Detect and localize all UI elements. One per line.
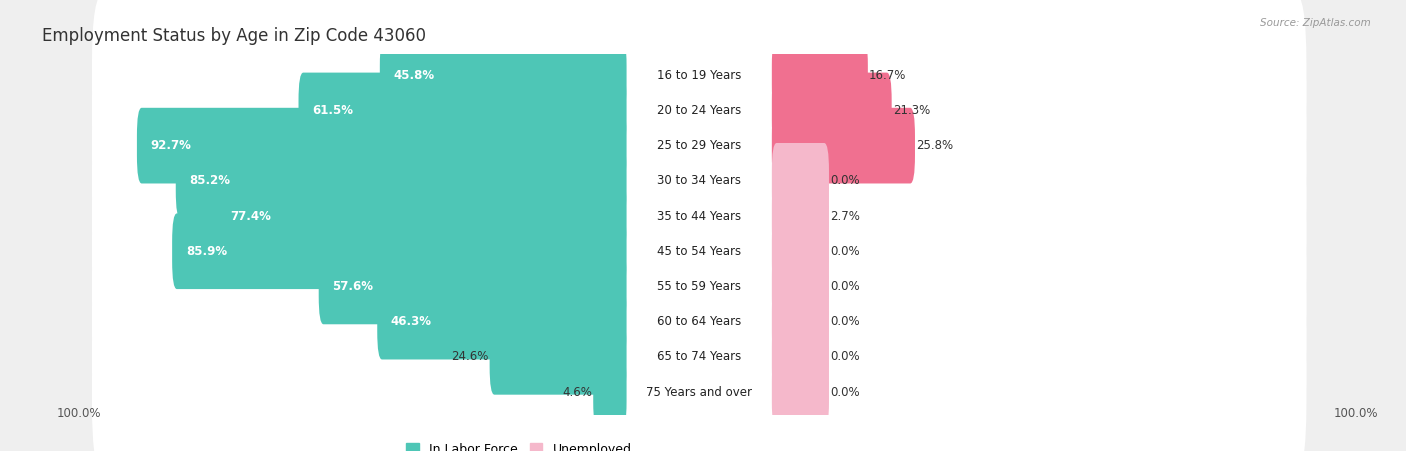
Text: 16.7%: 16.7%: [869, 69, 907, 82]
FancyBboxPatch shape: [91, 0, 1306, 157]
FancyBboxPatch shape: [91, 310, 1306, 451]
Text: 24.6%: 24.6%: [451, 350, 488, 364]
FancyBboxPatch shape: [772, 319, 830, 395]
Text: 61.5%: 61.5%: [312, 104, 353, 117]
FancyBboxPatch shape: [772, 354, 830, 430]
FancyBboxPatch shape: [91, 64, 1306, 228]
FancyBboxPatch shape: [377, 284, 627, 359]
FancyBboxPatch shape: [380, 37, 627, 113]
FancyBboxPatch shape: [172, 213, 627, 289]
FancyBboxPatch shape: [91, 204, 1306, 368]
Text: 100.0%: 100.0%: [1333, 407, 1378, 420]
Text: 30 to 34 Years: 30 to 34 Years: [657, 175, 741, 187]
Text: 45.8%: 45.8%: [394, 69, 434, 82]
Text: 0.0%: 0.0%: [830, 175, 860, 187]
FancyBboxPatch shape: [91, 239, 1306, 404]
FancyBboxPatch shape: [176, 143, 627, 219]
Legend: In Labor Force, Unemployed: In Labor Force, Unemployed: [406, 442, 631, 451]
Text: 45 to 54 Years: 45 to 54 Years: [657, 245, 741, 258]
Text: Employment Status by Age in Zip Code 43060: Employment Status by Age in Zip Code 430…: [42, 27, 426, 45]
Text: 65 to 74 Years: 65 to 74 Years: [657, 350, 741, 364]
Text: 21.3%: 21.3%: [893, 104, 931, 117]
Text: 0.0%: 0.0%: [830, 280, 860, 293]
Text: 35 to 44 Years: 35 to 44 Years: [657, 210, 741, 222]
FancyBboxPatch shape: [593, 354, 627, 430]
Text: 85.9%: 85.9%: [186, 245, 226, 258]
FancyBboxPatch shape: [489, 319, 627, 395]
Text: 60 to 64 Years: 60 to 64 Years: [657, 315, 741, 328]
Text: 20 to 24 Years: 20 to 24 Years: [657, 104, 741, 117]
Text: 55 to 59 Years: 55 to 59 Years: [657, 280, 741, 293]
FancyBboxPatch shape: [91, 28, 1306, 193]
Text: 92.7%: 92.7%: [150, 139, 191, 152]
FancyBboxPatch shape: [319, 249, 627, 324]
FancyBboxPatch shape: [772, 108, 915, 184]
Text: 16 to 19 Years: 16 to 19 Years: [657, 69, 741, 82]
FancyBboxPatch shape: [217, 178, 627, 254]
Text: 4.6%: 4.6%: [562, 386, 592, 399]
FancyBboxPatch shape: [136, 108, 627, 184]
FancyBboxPatch shape: [91, 169, 1306, 333]
Text: 0.0%: 0.0%: [830, 315, 860, 328]
Text: 2.7%: 2.7%: [830, 210, 860, 222]
Text: 46.3%: 46.3%: [391, 315, 432, 328]
FancyBboxPatch shape: [772, 213, 830, 289]
Text: 25 to 29 Years: 25 to 29 Years: [657, 139, 741, 152]
FancyBboxPatch shape: [298, 73, 627, 148]
Text: Source: ZipAtlas.com: Source: ZipAtlas.com: [1260, 18, 1371, 28]
Text: 25.8%: 25.8%: [917, 139, 953, 152]
FancyBboxPatch shape: [772, 73, 891, 148]
FancyBboxPatch shape: [91, 275, 1306, 439]
Text: 85.2%: 85.2%: [190, 175, 231, 187]
Text: 0.0%: 0.0%: [830, 350, 860, 364]
Text: 0.0%: 0.0%: [830, 386, 860, 399]
Text: 57.6%: 57.6%: [332, 280, 374, 293]
FancyBboxPatch shape: [91, 134, 1306, 298]
FancyBboxPatch shape: [772, 249, 830, 324]
Text: 0.0%: 0.0%: [830, 245, 860, 258]
Text: 77.4%: 77.4%: [229, 210, 271, 222]
FancyBboxPatch shape: [91, 99, 1306, 263]
FancyBboxPatch shape: [772, 284, 830, 359]
FancyBboxPatch shape: [772, 178, 830, 254]
FancyBboxPatch shape: [772, 143, 830, 219]
FancyBboxPatch shape: [772, 37, 868, 113]
Text: 100.0%: 100.0%: [56, 407, 101, 420]
Text: 75 Years and over: 75 Years and over: [647, 386, 752, 399]
